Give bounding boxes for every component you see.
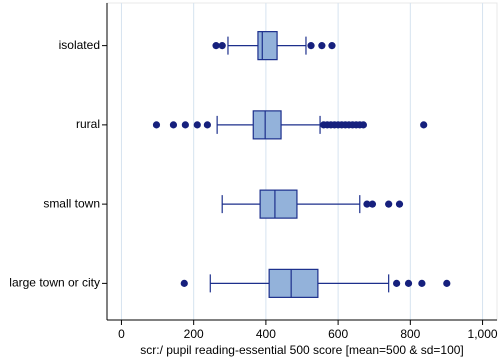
outlier: [393, 279, 401, 287]
x-tick-label: 0: [118, 327, 125, 341]
outlier: [404, 279, 413, 287]
outlier: [363, 200, 371, 208]
outlier: [193, 121, 201, 129]
outlier: [395, 200, 404, 208]
outlier: [181, 121, 189, 129]
outlier: [420, 121, 428, 129]
box: [259, 189, 298, 219]
outlier: [443, 279, 451, 287]
outlier: [212, 42, 220, 50]
y-tick-label: large town or city: [9, 276, 100, 290]
box: [257, 31, 278, 61]
box: [252, 110, 282, 140]
outlier: [218, 42, 226, 50]
box: [268, 268, 319, 298]
outlier: [180, 279, 188, 287]
x-tick-label: 200: [184, 327, 204, 341]
outlier: [359, 121, 367, 129]
outlier: [318, 42, 326, 50]
x-tick-label: 600: [328, 327, 348, 341]
outlier: [169, 121, 178, 129]
outlier: [152, 121, 161, 129]
x-axis-label: scr:/ pupil reading-essential 500 score …: [140, 343, 464, 357]
outlier: [385, 200, 393, 208]
outlier: [203, 121, 211, 129]
x-tick-label: 1,000: [468, 327, 498, 341]
y-tick-label: small town: [43, 196, 100, 210]
outlier: [368, 200, 377, 208]
outlier: [307, 42, 315, 50]
outlier: [418, 279, 426, 287]
y-tick-label: isolated: [59, 38, 100, 52]
outlier: [328, 42, 336, 50]
x-tick-label: 800: [400, 327, 420, 341]
y-tick-label: rural: [76, 117, 100, 131]
x-tick-label: 400: [256, 327, 276, 341]
